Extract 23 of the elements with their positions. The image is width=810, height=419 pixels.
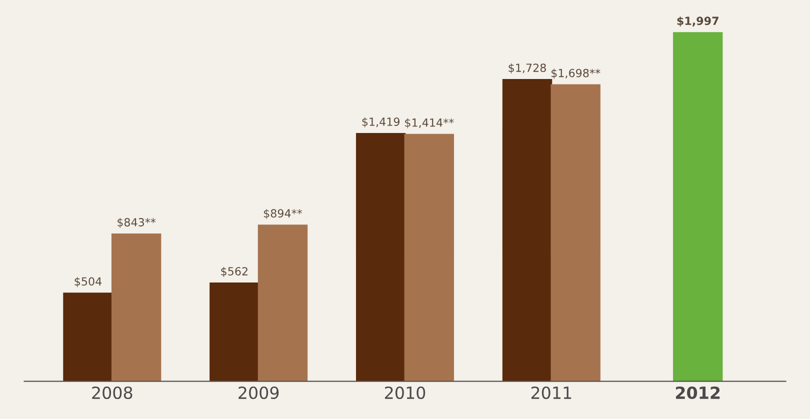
x-tick-label: 2012	[676, 386, 720, 400]
data-label: $504	[74, 277, 102, 288]
bar	[550, 84, 600, 382]
data-label: $562	[221, 266, 248, 277]
data-label: $894**	[264, 208, 302, 220]
x-tick-label: 2009	[238, 386, 279, 400]
data-label: $1,414**	[405, 118, 454, 128]
x-tick-label: 2008	[92, 386, 132, 400]
data-label: $843**	[118, 218, 156, 228]
x-tick-label: 2010	[385, 386, 426, 400]
bar	[672, 32, 723, 382]
bar	[258, 224, 308, 382]
bar	[356, 132, 406, 382]
data-label: $1,419	[362, 117, 400, 128]
data-label: $1,698**	[552, 68, 600, 79]
bar	[63, 292, 113, 382]
data-label: $1,728	[508, 63, 546, 74]
bar	[502, 79, 552, 382]
bar	[111, 233, 162, 382]
bar	[404, 134, 454, 382]
bar	[210, 282, 260, 382]
data-label: $1,997	[677, 16, 718, 27]
x-tick-label: 2011	[531, 386, 572, 400]
